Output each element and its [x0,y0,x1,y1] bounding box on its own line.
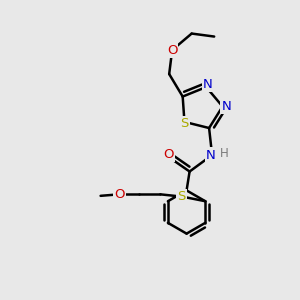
Text: N: N [221,100,231,113]
Text: O: O [167,44,177,57]
Text: N: N [206,148,215,161]
Text: O: O [163,148,174,161]
Text: H: H [220,147,229,160]
Text: N: N [203,77,213,91]
Text: S: S [180,117,189,130]
Text: O: O [114,188,124,201]
Text: S: S [177,190,185,203]
